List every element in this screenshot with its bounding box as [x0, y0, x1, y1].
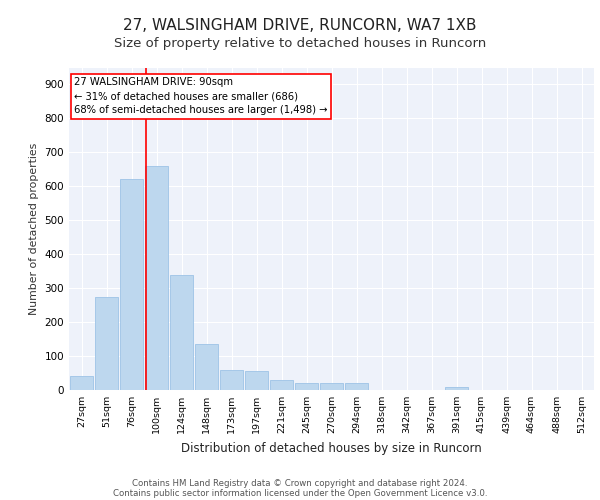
Text: Size of property relative to detached houses in Runcorn: Size of property relative to detached ho…: [114, 38, 486, 51]
Bar: [70, 376, 93, 390]
Bar: [320, 383, 343, 390]
X-axis label: Distribution of detached houses by size in Runcorn: Distribution of detached houses by size …: [181, 442, 482, 454]
Text: 27 WALSINGHAM DRIVE: 90sqm
← 31% of detached houses are smaller (686)
68% of sem: 27 WALSINGHAM DRIVE: 90sqm ← 31% of deta…: [74, 77, 328, 115]
Bar: [120, 179, 143, 390]
Bar: [145, 166, 168, 390]
Bar: [195, 344, 218, 390]
Bar: [245, 372, 268, 390]
Bar: [220, 370, 243, 390]
Bar: [270, 380, 293, 390]
Y-axis label: Number of detached properties: Number of detached properties: [29, 142, 39, 315]
Bar: [445, 386, 468, 390]
Text: 27, WALSINGHAM DRIVE, RUNCORN, WA7 1XB: 27, WALSINGHAM DRIVE, RUNCORN, WA7 1XB: [123, 18, 477, 32]
Bar: [345, 383, 368, 390]
Text: Contains public sector information licensed under the Open Government Licence v3: Contains public sector information licen…: [113, 488, 487, 498]
Bar: [95, 296, 118, 390]
Bar: [170, 274, 193, 390]
Bar: [295, 383, 318, 390]
Text: Contains HM Land Registry data © Crown copyright and database right 2024.: Contains HM Land Registry data © Crown c…: [132, 478, 468, 488]
